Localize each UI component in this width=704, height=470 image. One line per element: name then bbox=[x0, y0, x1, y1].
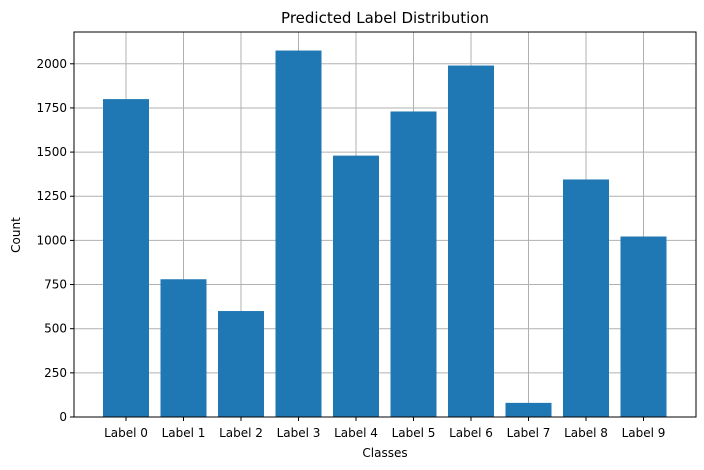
y-tick-label: 500 bbox=[44, 322, 67, 336]
x-tick-label: Label 2 bbox=[219, 426, 263, 440]
x-tick-label: Label 4 bbox=[334, 426, 378, 440]
bar-label-5 bbox=[390, 111, 437, 418]
axes-layer: 0 250 500 750 1000 1250 1500 1750 2000 Label 0 Lab… bbox=[36, 31, 697, 440]
x-tick-label: Label 3 bbox=[277, 426, 321, 440]
bar-label-7 bbox=[505, 402, 552, 417]
y-axis-label: Count bbox=[9, 217, 23, 253]
y-tick-label: 2000 bbox=[36, 57, 67, 71]
bar-label-4 bbox=[333, 155, 379, 418]
chart-title: Predicted Label Distribution bbox=[281, 9, 489, 27]
x-axis-label: Classes bbox=[362, 446, 407, 460]
y-tick-label: 0 bbox=[59, 410, 67, 424]
y-tick-label: 1500 bbox=[36, 145, 67, 159]
x-tick-label: Label 1 bbox=[162, 426, 206, 440]
x-tick-label: Label 0 bbox=[104, 426, 148, 440]
x-tick-label: Label 5 bbox=[392, 426, 436, 440]
bar-label-8 bbox=[563, 179, 609, 417]
bar-label-2 bbox=[218, 311, 264, 417]
y-tick-label: 1250 bbox=[36, 189, 67, 203]
bar-label-9 bbox=[620, 236, 667, 417]
x-tick-label: Label 9 bbox=[622, 426, 666, 440]
y-tick-label: 750 bbox=[44, 278, 67, 292]
x-tick-label: Label 6 bbox=[449, 426, 493, 440]
y-tick-label: 250 bbox=[44, 366, 67, 380]
bar-label-1 bbox=[160, 279, 207, 417]
bars-layer bbox=[103, 50, 667, 418]
x-tick-label: Label 8 bbox=[564, 426, 608, 440]
bar-label-3 bbox=[275, 50, 322, 417]
bar-label-6 bbox=[448, 65, 494, 417]
y-tick-label: 1750 bbox=[36, 101, 67, 115]
bar-label-0 bbox=[103, 99, 149, 417]
y-tick-label: 1000 bbox=[36, 233, 67, 247]
axes-frame bbox=[73, 31, 697, 418]
x-tick-label: Label 7 bbox=[507, 426, 551, 440]
